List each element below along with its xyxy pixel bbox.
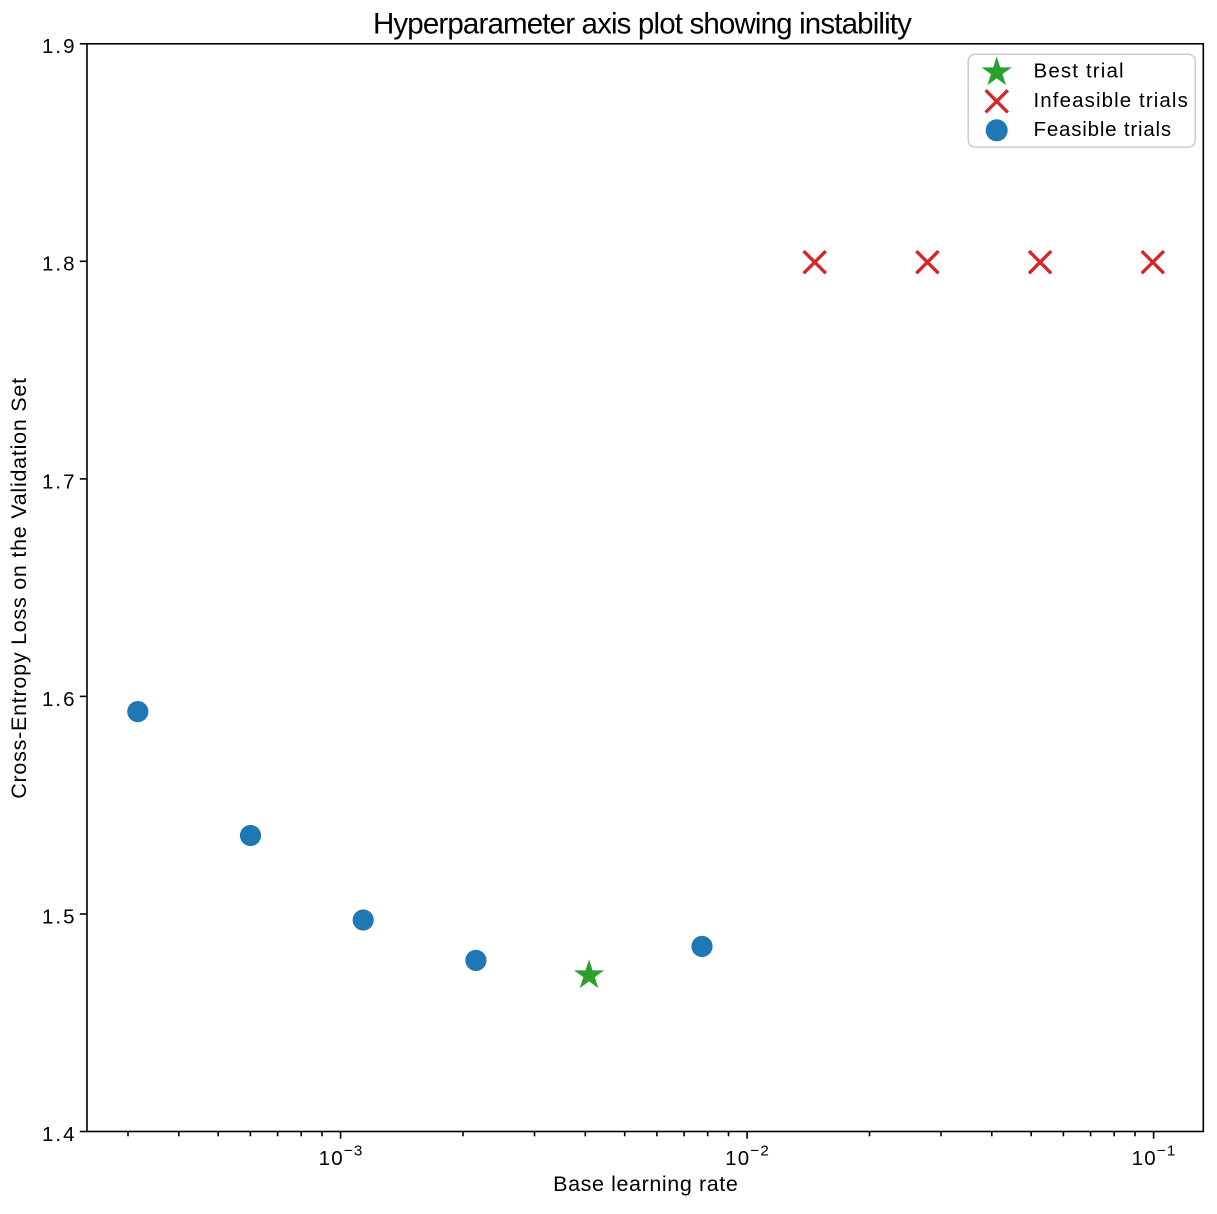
svg-text:1.7: 1.7 [42, 470, 77, 493]
svg-text:1.5: 1.5 [42, 905, 77, 928]
svg-text:Infeasible trials: Infeasible trials [1034, 89, 1189, 112]
svg-text:Base learning rate: Base learning rate [553, 1172, 738, 1196]
svg-text:10−1: 10−1 [1132, 1143, 1177, 1170]
svg-text:1.8: 1.8 [42, 253, 77, 276]
svg-text:Cross-Entropy Loss on the Vali: Cross-Entropy Loss on the Validation Set [7, 377, 31, 799]
svg-text:1.6: 1.6 [42, 688, 77, 711]
svg-text:Feasible trials: Feasible trials [1034, 118, 1172, 141]
svg-text:1.9: 1.9 [42, 35, 77, 58]
svg-text:Hyperparameter axis plot showi: Hyperparameter axis plot showing instabi… [373, 8, 912, 41]
svg-text:Best trial: Best trial [1034, 60, 1125, 83]
svg-text:1.4: 1.4 [42, 1123, 77, 1146]
